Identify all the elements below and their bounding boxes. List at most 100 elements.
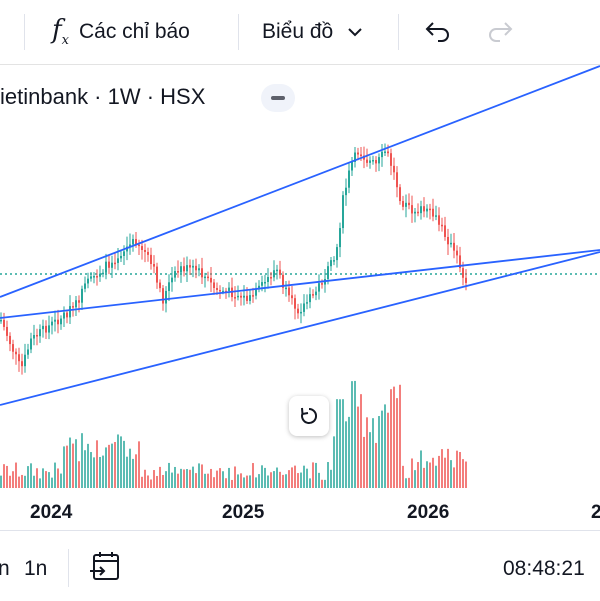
candle-body	[330, 260, 332, 267]
volume-bar	[99, 456, 101, 488]
candle-body	[444, 225, 446, 237]
candle-body	[420, 206, 422, 214]
candle-body	[219, 289, 221, 292]
volume-bar	[129, 448, 131, 488]
candle-body	[204, 276, 206, 279]
candle-body	[300, 311, 302, 314]
candle-body	[174, 271, 176, 278]
volume-bar	[357, 406, 359, 488]
volume-bar	[120, 436, 122, 488]
volume-bar	[42, 468, 44, 488]
volume-bar	[81, 433, 83, 488]
volume-bar	[57, 468, 59, 488]
candle-body	[105, 261, 107, 273]
volume-bar	[432, 457, 434, 488]
volume-bar	[390, 389, 392, 488]
volume-bar	[0, 475, 2, 488]
volume-bar	[324, 479, 326, 488]
candle-body	[96, 276, 98, 278]
candle-body	[87, 278, 89, 284]
reset-chart-button[interactable]	[289, 396, 329, 436]
candle-body	[93, 276, 95, 278]
candle-body	[51, 321, 53, 326]
volume-bar	[246, 475, 248, 488]
volume-bar	[177, 473, 179, 488]
collapse-legend-button[interactable]	[261, 84, 295, 112]
volume-bar	[297, 473, 299, 488]
redo-button[interactable]	[486, 10, 514, 54]
candle-body	[9, 335, 11, 345]
volume-bar	[231, 479, 233, 488]
candle-body	[243, 295, 245, 298]
candle-body	[144, 249, 146, 252]
candle-body	[39, 329, 41, 337]
candle-body	[165, 290, 167, 304]
price-chart[interactable]	[0, 64, 600, 500]
volume-bar	[294, 465, 296, 488]
range-fragment[interactable]: n	[0, 557, 10, 580]
candle-body	[282, 274, 284, 288]
candle-body	[153, 264, 155, 267]
candle-body	[465, 277, 467, 283]
candle-body	[183, 266, 185, 272]
volume-bar	[12, 471, 14, 488]
candle-body	[24, 354, 26, 367]
volume-bar	[336, 399, 338, 488]
calendar-arrow-icon[interactable]	[88, 549, 122, 583]
candle-body	[81, 288, 83, 303]
candle-body	[441, 224, 443, 227]
candle-body	[264, 281, 266, 284]
volume-bar	[189, 469, 191, 488]
candle-body	[408, 202, 410, 206]
candle-body	[390, 153, 392, 166]
volume-bar	[426, 461, 428, 488]
volume-bar	[369, 432, 371, 488]
volume-bar	[222, 471, 224, 488]
symbol-legend[interactable]: ietinbank · 1W · HSX	[0, 84, 205, 110]
chart-type-button[interactable]: Biểu đồ	[262, 10, 363, 54]
candle-body	[117, 258, 119, 263]
volume-bar	[360, 394, 362, 488]
indicators-button[interactable]: fx Các chỉ báo	[52, 10, 190, 54]
volume-bar	[339, 399, 341, 488]
volume-bar	[267, 475, 269, 488]
volume-bar	[186, 469, 188, 488]
volume-bar	[264, 467, 266, 488]
candle-body	[216, 288, 218, 290]
volume-bar	[237, 474, 239, 488]
volume-bar	[162, 474, 164, 488]
volume-bar	[192, 466, 194, 488]
volume-bar	[312, 462, 314, 488]
candle-body	[78, 300, 80, 303]
candle-body	[36, 334, 38, 337]
undo-button[interactable]	[424, 10, 452, 54]
volume-bar	[276, 467, 278, 488]
x-axis-label: 2026	[407, 502, 450, 523]
candle-body	[459, 255, 461, 269]
volume-bar	[273, 471, 275, 488]
volume-bar	[252, 463, 254, 488]
redo-icon	[489, 22, 513, 42]
candle-body	[342, 195, 344, 229]
volume-bar	[456, 450, 458, 488]
candle-body	[381, 151, 383, 158]
volume-bar	[216, 470, 218, 488]
interval-1n-button[interactable]: 1n	[24, 557, 48, 580]
candle-body	[309, 294, 311, 303]
volume-bar	[270, 472, 272, 488]
candle-body	[393, 165, 395, 173]
volume-bar	[135, 454, 137, 488]
lower-trendline	[0, 251, 600, 406]
clock-time: 08:48:21	[503, 557, 585, 580]
volume-bar	[402, 465, 404, 488]
candle-body	[321, 283, 323, 285]
candle-body	[162, 288, 164, 304]
volume-bar	[453, 467, 455, 488]
volume-bar	[414, 470, 416, 488]
candle-body	[276, 269, 278, 272]
toolbar-divider	[24, 14, 25, 50]
volume-bar	[342, 399, 344, 488]
volume-bar	[144, 469, 146, 488]
volume-bar	[66, 445, 68, 488]
volume-bar	[381, 410, 383, 488]
